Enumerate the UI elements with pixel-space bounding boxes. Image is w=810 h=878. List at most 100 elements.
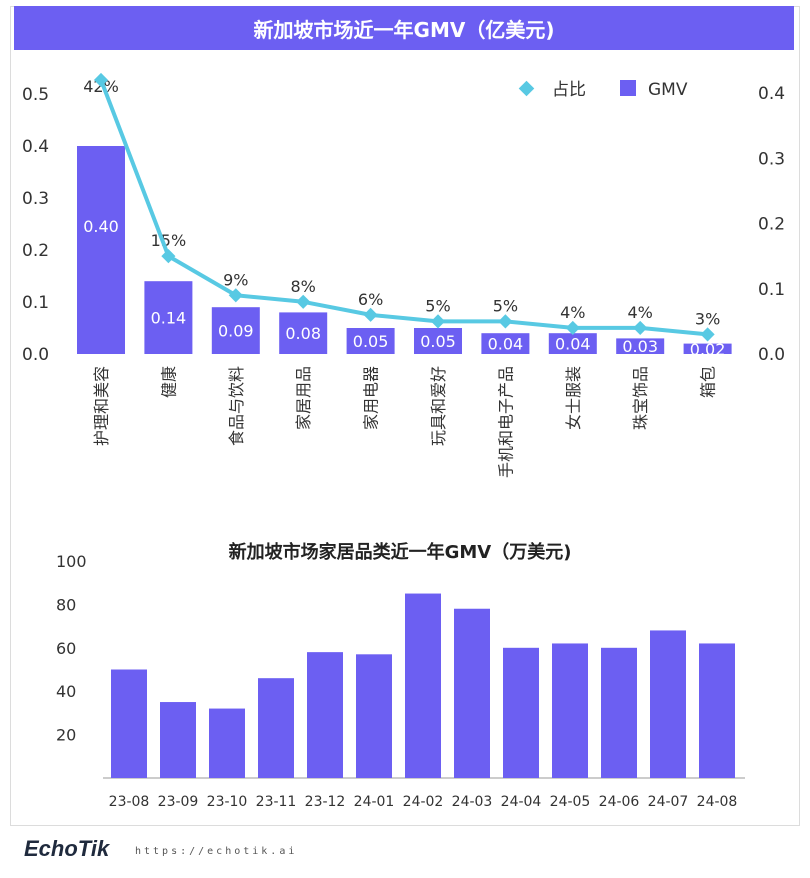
- gmv-bar-label: 0.09: [218, 322, 254, 341]
- gmv-bar-label: 0.05: [420, 332, 456, 351]
- category-label: 食品与饮料: [227, 366, 246, 446]
- month-label: 23-08: [109, 794, 150, 810]
- month-bar: [258, 678, 294, 778]
- month-bar: [209, 708, 245, 778]
- category-label: 箱包: [699, 366, 718, 398]
- legend: 占比 GMV: [518, 80, 688, 100]
- right-axis-tick: 0.3: [758, 149, 785, 169]
- share-label: 15%: [151, 231, 187, 250]
- left-axis-tick: 0.1: [22, 293, 49, 313]
- category-label: 珠宝饰品: [631, 366, 650, 430]
- month-label: 23-11: [256, 794, 297, 810]
- category-label: 女士服装: [564, 366, 583, 430]
- month-bar: [356, 654, 392, 778]
- category-label: 玩具和爱好: [429, 366, 448, 446]
- category-label: 家居用品: [294, 366, 313, 430]
- month-bar: [111, 669, 147, 778]
- month-label: 24-05: [550, 794, 591, 810]
- month-bar: [160, 702, 196, 778]
- gmv-bar: [481, 333, 530, 354]
- share-label: 8%: [291, 277, 316, 296]
- legend-bar-label: GMV: [648, 80, 688, 100]
- gmv-bar: [616, 338, 665, 354]
- share-point: [296, 294, 311, 309]
- chart2-title: 新加坡市场家居品类近一年GMV（万美元): [229, 541, 572, 563]
- month-label: 23-09: [158, 794, 199, 810]
- gmv-bar-label: 0.04: [555, 335, 591, 354]
- month-bar: [699, 643, 735, 778]
- footer-url: https://echotik.ai: [135, 846, 298, 857]
- left-axis-tick: 0.5: [22, 85, 49, 105]
- category-label: 护理和美容: [92, 366, 111, 446]
- y-axis-tick: 20: [56, 726, 76, 745]
- month-bar: [454, 608, 490, 778]
- share-label: 4%: [628, 303, 653, 322]
- gmv-bar: [683, 343, 732, 354]
- gmv-bar: [346, 328, 395, 354]
- page-title: 新加坡市场近一年GMV（亿美元): [253, 17, 555, 42]
- share-point: [430, 314, 446, 329]
- y-axis-tick: 80: [56, 595, 76, 614]
- share-point: [700, 327, 715, 342]
- legend-bar-marker: [620, 80, 636, 96]
- y-axis-tick: 100: [56, 552, 87, 571]
- left-axis-tick: 0.0: [22, 345, 49, 365]
- gmv-bar: [548, 333, 597, 354]
- y-axis-tick: 40: [56, 682, 76, 701]
- right-axis-tick: 0.2: [758, 215, 785, 235]
- month-label: 24-07: [648, 794, 689, 810]
- gmv-bar-label: 0.08: [285, 324, 321, 343]
- gmv-bar: [414, 328, 462, 354]
- share-label: 5%: [493, 296, 518, 315]
- share-label: 5%: [425, 296, 450, 315]
- month-bar: [405, 593, 441, 778]
- month-label: 23-12: [305, 794, 346, 810]
- month-bar: [601, 647, 637, 778]
- gmv-bar-label: 0.03: [622, 337, 658, 356]
- left-axis-tick: 0.2: [22, 241, 49, 261]
- category-label: 手机和电子产品: [496, 366, 515, 478]
- gmv-bar-label: 0.02: [690, 340, 726, 359]
- gmv-bar-label: 0.14: [151, 309, 187, 328]
- month-bar: [552, 643, 588, 778]
- month-label: 24-01: [354, 794, 395, 810]
- category-label: 家用电器: [362, 366, 381, 430]
- category-label: 健康: [159, 366, 178, 398]
- left-axis-tick: 0.3: [22, 189, 49, 209]
- share-label: 3%: [695, 309, 720, 328]
- gmv-bar: [77, 146, 125, 354]
- month-bar: [650, 630, 686, 778]
- share-label: 9%: [223, 270, 248, 289]
- gmv-bar: [144, 281, 193, 354]
- y-axis-tick: 60: [56, 639, 76, 658]
- share-point: [565, 320, 580, 335]
- chart-header: 新加坡市场近一年GMV（亿美元): [14, 6, 794, 50]
- left-axis-tick: 0.4: [22, 137, 49, 157]
- gmv-bar-label: 0.05: [353, 332, 389, 351]
- share-label: 6%: [358, 290, 383, 309]
- category-gmv-chart: 0.0 0.1 0.2 0.3 0.4 0.5 0.0 0.1 0.2 0.3 0.4 0.40 0…: [22, 72, 785, 478]
- month-label: 24-08: [697, 794, 738, 810]
- month-label: 23-10: [207, 794, 248, 810]
- gmv-bar: [279, 312, 328, 354]
- share-point: [363, 307, 378, 322]
- month-bar: [307, 652, 343, 778]
- share-point: [161, 249, 176, 264]
- month-label: 24-06: [599, 794, 640, 810]
- month-bar: [503, 647, 539, 778]
- month-label: 24-03: [452, 794, 493, 810]
- legend-line-marker: [518, 80, 535, 97]
- share-line: [99, 79, 708, 337]
- share-label: 4%: [560, 303, 585, 322]
- home-category-monthly-chart: 新加坡市场家居品类近一年GMV（万美元) 20 40 60 80 100 23-08 23…: [56, 541, 745, 810]
- right-axis-tick: 0.1: [758, 280, 785, 300]
- gmv-bar-label: 0.04: [488, 335, 524, 354]
- legend-line-label: 占比: [552, 80, 586, 100]
- share-point: [228, 288, 243, 303]
- share-point: [498, 314, 513, 329]
- month-label: 24-02: [403, 794, 444, 810]
- echotik-logo: EchoTik: [24, 836, 110, 861]
- share-point: [633, 320, 648, 335]
- right-axis-tick: 0.0: [758, 345, 785, 365]
- gmv-bar-label: 0.40: [83, 217, 119, 236]
